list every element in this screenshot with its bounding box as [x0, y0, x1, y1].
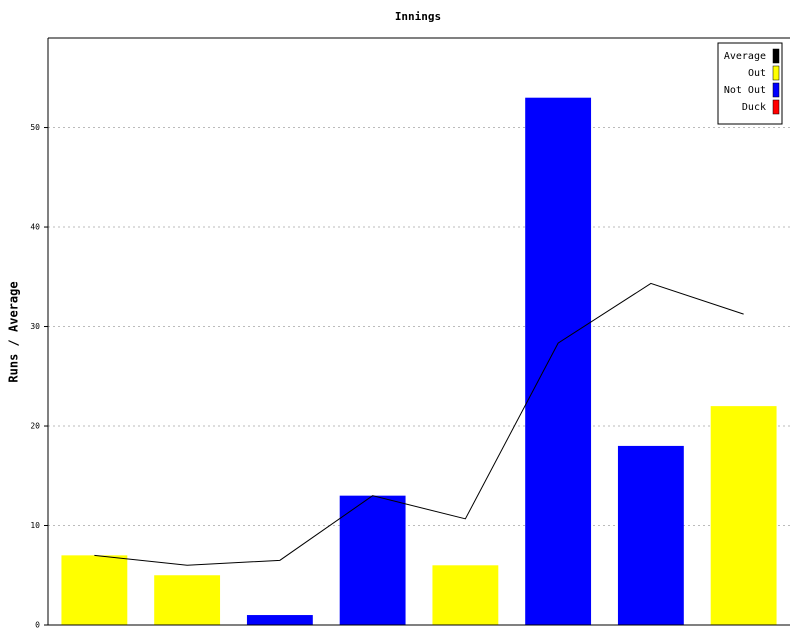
- y-tick-label: 0: [35, 621, 40, 630]
- legend-label: Duck: [742, 102, 766, 113]
- bar: [339, 495, 406, 625]
- bar: [617, 445, 684, 625]
- y-tick-label: 40: [30, 223, 40, 232]
- bar: [525, 97, 592, 625]
- legend-label: Out: [748, 68, 766, 79]
- axes: [47, 38, 790, 626]
- y-tick-label: 30: [30, 322, 40, 331]
- bar: [246, 615, 313, 625]
- legend-swatch: [772, 82, 780, 98]
- y-tick-label: 20: [30, 422, 40, 431]
- legend-swatch: [772, 99, 780, 115]
- y-tick-label: 10: [30, 521, 40, 530]
- legend-swatch: [772, 65, 780, 81]
- bar: [432, 565, 499, 625]
- legend-swatch: [772, 48, 780, 64]
- bar: [154, 575, 221, 625]
- y-tick-label: 50: [30, 123, 40, 132]
- legend-label: Not Out: [724, 85, 766, 96]
- chart-title: Innings: [395, 10, 441, 23]
- legend-box: [717, 42, 783, 125]
- legend-label: Average: [724, 51, 766, 62]
- bar: [61, 555, 128, 625]
- average-line: [94, 282, 744, 566]
- bar: [710, 406, 777, 625]
- y-axis-label: Runs / Average: [7, 281, 21, 382]
